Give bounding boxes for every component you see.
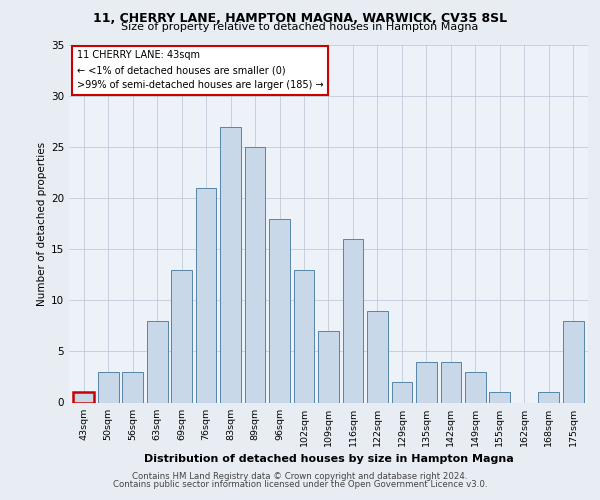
Bar bbox=[269, 218, 290, 402]
Bar bbox=[171, 270, 192, 402]
Y-axis label: Number of detached properties: Number of detached properties bbox=[37, 142, 47, 306]
Bar bbox=[538, 392, 559, 402]
Bar bbox=[196, 188, 217, 402]
X-axis label: Distribution of detached houses by size in Hampton Magna: Distribution of detached houses by size … bbox=[143, 454, 514, 464]
Bar bbox=[318, 331, 339, 402]
Bar bbox=[98, 372, 119, 402]
Bar bbox=[367, 310, 388, 402]
Bar bbox=[490, 392, 510, 402]
Text: Contains public sector information licensed under the Open Government Licence v3: Contains public sector information licen… bbox=[113, 480, 487, 489]
Bar bbox=[147, 321, 167, 402]
Bar bbox=[392, 382, 412, 402]
Bar bbox=[245, 147, 265, 403]
Bar bbox=[122, 372, 143, 402]
Text: 11, CHERRY LANE, HAMPTON MAGNA, WARWICK, CV35 8SL: 11, CHERRY LANE, HAMPTON MAGNA, WARWICK,… bbox=[93, 12, 507, 26]
Text: 11 CHERRY LANE: 43sqm
← <1% of detached houses are smaller (0)
>99% of semi-deta: 11 CHERRY LANE: 43sqm ← <1% of detached … bbox=[77, 50, 323, 90]
Bar bbox=[220, 126, 241, 402]
Text: Contains HM Land Registry data © Crown copyright and database right 2024.: Contains HM Land Registry data © Crown c… bbox=[132, 472, 468, 481]
Bar bbox=[416, 362, 437, 403]
Bar bbox=[293, 270, 314, 402]
Bar bbox=[73, 392, 94, 402]
Bar bbox=[563, 321, 584, 402]
Text: Size of property relative to detached houses in Hampton Magna: Size of property relative to detached ho… bbox=[121, 22, 479, 32]
Bar bbox=[465, 372, 486, 402]
Bar bbox=[343, 239, 364, 402]
Bar bbox=[440, 362, 461, 403]
